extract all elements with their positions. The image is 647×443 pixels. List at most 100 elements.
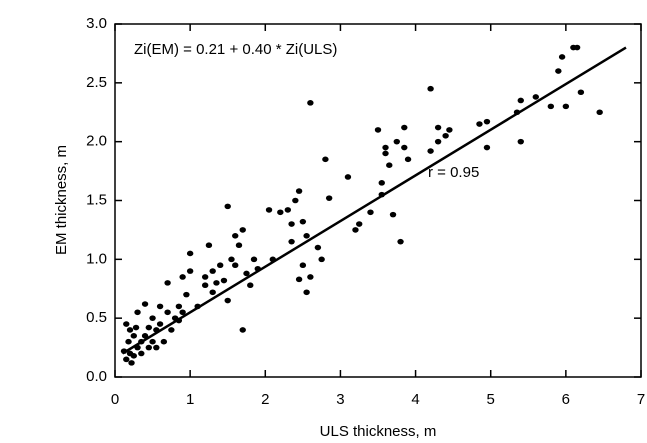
point: [483, 118, 491, 125]
point: [401, 144, 408, 151]
point: [325, 195, 333, 201]
point: [194, 303, 201, 310]
point: [134, 344, 141, 351]
point: [175, 303, 183, 310]
y-tick-label: 1.5: [86, 191, 107, 208]
point: [382, 150, 389, 157]
point: [378, 180, 385, 186]
point: [232, 233, 239, 239]
point: [217, 262, 224, 269]
point: [299, 218, 307, 225]
point: [149, 315, 156, 321]
point: [232, 262, 239, 269]
point: [427, 148, 434, 154]
point: [401, 124, 408, 131]
point: [164, 309, 171, 316]
point: [175, 317, 183, 324]
point: [288, 238, 295, 245]
x-tick-label: 2: [261, 391, 269, 408]
point: [145, 324, 153, 331]
y-tick-label: 1.0: [86, 250, 107, 267]
x-tick-label: 1: [186, 391, 194, 408]
point: [299, 262, 307, 269]
point: [434, 124, 442, 131]
point: [156, 321, 164, 327]
point: [141, 301, 149, 307]
point: [532, 94, 539, 100]
point: [303, 233, 310, 239]
point: [397, 238, 404, 245]
point: [307, 274, 314, 280]
y-axis-label: EM thickness, m: [53, 145, 70, 255]
point: [235, 242, 243, 249]
plot-frame: [114, 23, 642, 378]
point: [239, 327, 246, 333]
point: [344, 174, 352, 180]
point: [314, 244, 322, 251]
point: [134, 309, 141, 316]
point: [120, 348, 128, 354]
point: [356, 221, 363, 227]
point: [201, 282, 209, 289]
point: [126, 327, 134, 333]
point: [303, 289, 310, 296]
equation: Zi(EM) = 0.21 + 0.40 * Zi(ULS): [134, 41, 337, 58]
x-tick-label: 7: [637, 391, 645, 408]
point: [269, 256, 276, 263]
point: [434, 138, 442, 145]
point: [224, 297, 231, 304]
point: [517, 97, 524, 104]
point: [382, 144, 389, 151]
correlation: r = 0.95: [428, 164, 479, 181]
point: [186, 268, 194, 274]
x-tick-label: 0: [111, 391, 119, 408]
point: [277, 209, 284, 216]
point: [156, 303, 164, 310]
point: [596, 109, 603, 116]
point: [130, 353, 137, 359]
point: [149, 338, 156, 345]
x-tick-label: 5: [487, 391, 495, 408]
point: [288, 221, 295, 227]
point: [378, 191, 385, 198]
point: [168, 327, 175, 333]
point: [284, 207, 292, 213]
point: [209, 268, 216, 274]
point: [393, 138, 400, 145]
point: [224, 203, 231, 210]
point: [186, 250, 194, 257]
point: [555, 68, 562, 74]
point: [389, 211, 397, 218]
point: [138, 350, 145, 357]
point: [562, 103, 570, 110]
point: [367, 209, 374, 216]
point: [179, 274, 186, 280]
point: [254, 265, 261, 272]
point: [442, 132, 449, 139]
point: [239, 227, 246, 233]
point: [243, 270, 250, 277]
point: [141, 333, 149, 339]
point: [577, 89, 585, 96]
point: [213, 280, 220, 286]
point: [292, 197, 299, 204]
y-tick-label: 3.0: [86, 15, 107, 32]
point: [228, 256, 235, 263]
point: [517, 138, 524, 145]
point: [123, 321, 130, 327]
point: [513, 109, 521, 116]
x-tick-label: 6: [562, 391, 570, 408]
point: [201, 274, 209, 280]
point: [427, 85, 434, 92]
point: [220, 277, 228, 284]
point: [386, 162, 393, 168]
point: [160, 338, 168, 345]
point: [352, 227, 359, 233]
x-tick-label: 4: [411, 391, 419, 408]
y-tick-label: 2.0: [86, 133, 107, 150]
point: [446, 127, 453, 133]
point: [295, 188, 303, 194]
point: [205, 242, 213, 249]
point: [547, 103, 555, 110]
